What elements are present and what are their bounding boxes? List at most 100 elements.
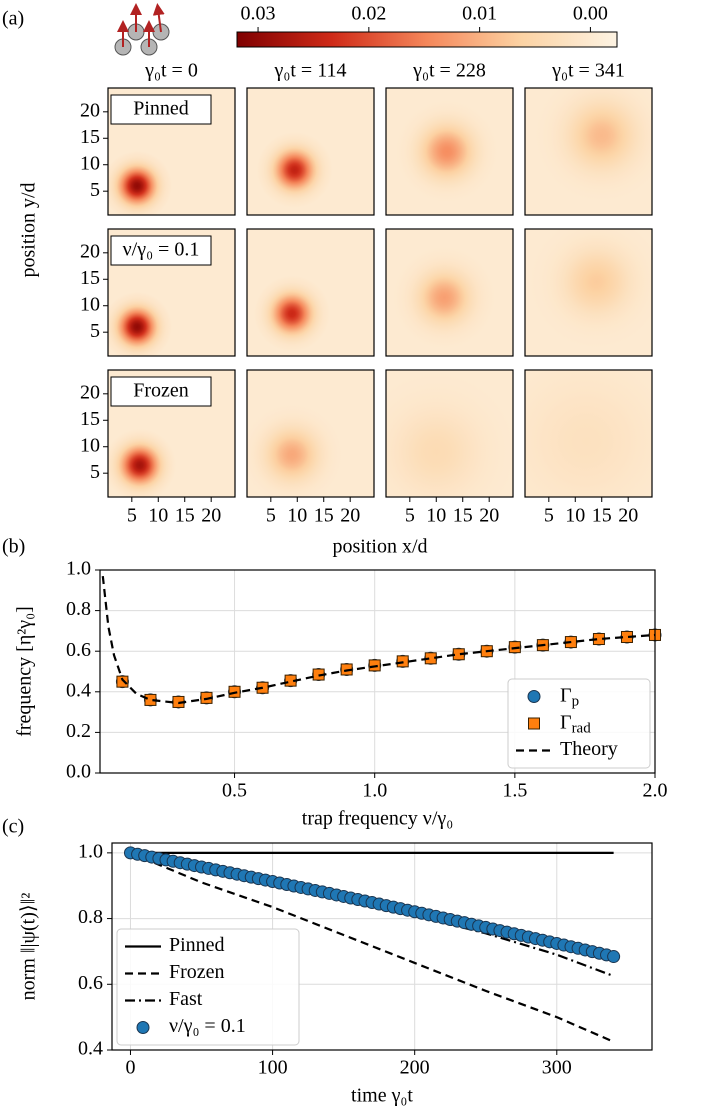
y-tick-label: 0.4 xyxy=(78,1038,103,1060)
x-tick-label: 2.0 xyxy=(643,780,668,802)
density-blob xyxy=(253,275,331,352)
legend-box xyxy=(507,678,651,769)
legend-label: Fast xyxy=(169,988,203,1010)
panel-label: (c) xyxy=(2,816,24,838)
legend-label: ν/γ₀ = 0.1 xyxy=(169,1015,246,1037)
x-tick-label: 20 xyxy=(201,505,221,527)
heatmap-frame xyxy=(246,228,375,357)
row-label-box xyxy=(110,376,212,407)
density-blob xyxy=(525,370,652,497)
column-title: γ₀t = 0 xyxy=(144,60,198,82)
y-tick-label: 0.8 xyxy=(66,598,91,620)
heatmap-frame xyxy=(524,228,653,357)
x-axis-label: trap frequency ν/γ₀ xyxy=(302,808,453,830)
heatmap-frame xyxy=(385,87,514,216)
colorbar-tick-label: 0.03 xyxy=(241,3,276,25)
y-tick-label: 1.0 xyxy=(66,558,91,580)
density-blob xyxy=(247,403,343,497)
x-tick-label: 5 xyxy=(544,505,554,527)
x-tick-label: 0.5 xyxy=(222,780,247,802)
row-label: ν/γ₀ = 0.1 xyxy=(123,239,200,261)
x-tick-label: 0 xyxy=(125,1057,135,1079)
row-label-box xyxy=(110,235,212,266)
density-blob xyxy=(535,88,652,203)
density-blob xyxy=(108,291,173,356)
legend-swatch xyxy=(527,690,541,703)
atom-icon xyxy=(114,3,170,56)
heatmap-frame xyxy=(246,87,375,216)
legend-box xyxy=(116,928,300,1046)
y-tick-label: 0.6 xyxy=(66,639,91,661)
heatmap-frame xyxy=(524,87,653,216)
y-tick-label: 10 xyxy=(80,293,100,315)
x-tick-label: 200 xyxy=(400,1057,430,1079)
plot-frame xyxy=(99,569,656,774)
legend-swatch xyxy=(136,1021,150,1034)
y-tick-label: 5 xyxy=(90,461,100,483)
legend-label: Theory xyxy=(560,738,618,760)
y-tick-label: 15 xyxy=(80,408,100,430)
x-axis-label: time γ₀t xyxy=(351,1085,413,1107)
y-tick-label: 5 xyxy=(90,320,100,342)
x-tick-label: 1.0 xyxy=(362,780,387,802)
colorbar-tick-label: 0.02 xyxy=(351,3,386,25)
x-tick-label: 300 xyxy=(542,1057,572,1079)
data-point xyxy=(116,675,129,688)
y-tick-label: 10 xyxy=(80,434,100,456)
x-tick-label: 5 xyxy=(405,505,415,527)
x-tick-label: 15 xyxy=(314,505,334,527)
x-tick-label: 5 xyxy=(127,505,137,527)
x-tick-label: 15 xyxy=(453,505,473,527)
row-label: Pinned xyxy=(133,98,189,120)
density-blob xyxy=(529,229,652,349)
colorbar-tick-label: 0.01 xyxy=(462,3,497,25)
density-blob xyxy=(396,100,498,203)
legend-label: Γrad xyxy=(560,711,591,737)
y-tick-label: 15 xyxy=(80,126,100,148)
series-line xyxy=(130,851,615,1043)
y-tick-label: 10 xyxy=(80,152,100,174)
density-blob xyxy=(386,370,513,497)
legend-label: Γp xyxy=(560,684,579,710)
y-tick-label: 0.2 xyxy=(66,720,91,742)
y-tick-label: 0.6 xyxy=(78,972,103,994)
x-tick-label: 10 xyxy=(426,505,446,527)
y-tick-label: 20 xyxy=(80,240,100,262)
density-blob xyxy=(256,131,333,209)
series-line xyxy=(101,575,655,705)
x-tick-label: 20 xyxy=(479,505,499,527)
column-title: γ₀t = 228 xyxy=(412,60,486,82)
x-axis-label: position x/d xyxy=(332,536,427,558)
density-blob xyxy=(108,150,173,215)
x-tick-label: 10 xyxy=(148,505,168,527)
heatmap-frame xyxy=(107,87,236,216)
x-tick-label: 5 xyxy=(266,505,276,527)
column-title: γ₀t = 114 xyxy=(274,60,347,82)
y-tick-label: 5 xyxy=(90,179,100,201)
heatmap-frame xyxy=(524,369,653,498)
legend-label: Pinned xyxy=(169,934,225,956)
plot-frame xyxy=(111,842,653,1051)
row-label: Frozen xyxy=(133,380,189,402)
x-tick-label: 20 xyxy=(618,505,638,527)
x-tick-label: 15 xyxy=(175,505,195,527)
y-tick-label: 0.0 xyxy=(66,761,91,783)
x-tick-label: 20 xyxy=(340,505,360,527)
colorbar xyxy=(236,31,618,48)
y-tick-label: 0.4 xyxy=(66,679,91,701)
density-blob xyxy=(108,428,177,497)
x-tick-label: 15 xyxy=(592,505,612,527)
heatmap-frame xyxy=(107,369,236,498)
x-tick-label: 1.5 xyxy=(502,780,527,802)
x-tick-label: 100 xyxy=(258,1057,288,1079)
y-axis-label: frequency [η²γ₀] xyxy=(14,606,36,737)
y-tick-label: 1.0 xyxy=(78,840,103,862)
y-tick-label: 20 xyxy=(80,381,100,403)
legend-label: Frozen xyxy=(169,961,225,983)
y-axis-label: position y/d xyxy=(18,182,40,277)
y-tick-label: 15 xyxy=(80,267,100,289)
density-blob xyxy=(393,246,496,349)
y-tick-label: 0.8 xyxy=(78,906,103,928)
x-tick-label: 10 xyxy=(287,505,307,527)
